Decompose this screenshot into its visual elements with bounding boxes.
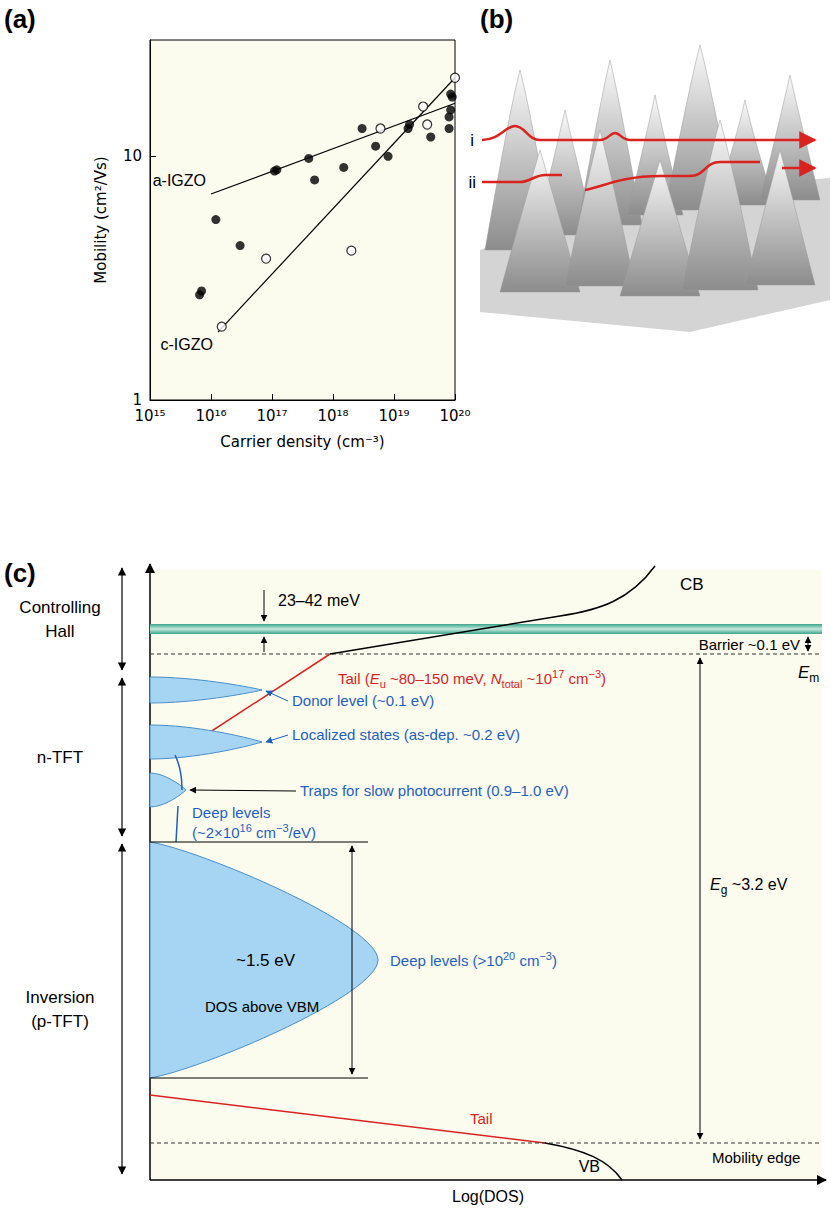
svg-text:VB: VB xyxy=(579,1158,600,1175)
svg-text:10²⁰: 10²⁰ xyxy=(439,407,470,425)
svg-text:10¹⁸: 10¹⁸ xyxy=(317,407,348,425)
svg-text:Localized states (as-dep. ~0.2: Localized states (as-dep. ~0.2 eV) xyxy=(292,726,520,743)
svg-text:Mobility (cm²/Vs): Mobility (cm²/Vs) xyxy=(92,156,110,283)
svg-text:n-TFT: n-TFT xyxy=(37,748,83,767)
svg-text:10: 10 xyxy=(123,147,142,165)
svg-text:Mobility edge: Mobility edge xyxy=(712,1149,800,1166)
svg-text:(c): (c) xyxy=(4,558,36,588)
svg-text:10¹⁵: 10¹⁵ xyxy=(134,407,165,425)
svg-text:Controlling: Controlling xyxy=(19,598,100,617)
svg-text:~1.5 eV: ~1.5 eV xyxy=(236,951,296,970)
svg-text:(~2×1016 cm−3/eV): (~2×1016 cm−3/eV) xyxy=(192,822,316,841)
svg-text:10¹⁹: 10¹⁹ xyxy=(378,407,409,425)
svg-text:Donor level (~0.1 eV): Donor level (~0.1 eV) xyxy=(292,692,434,709)
svg-text:CB: CB xyxy=(680,575,704,594)
svg-text:Inversion: Inversion xyxy=(26,988,95,1007)
svg-text:1: 1 xyxy=(132,391,142,409)
svg-text:c-IGZO: c-IGZO xyxy=(161,336,213,353)
svg-text:Hall: Hall xyxy=(45,622,74,641)
svg-text:DOS above VBM: DOS above VBM xyxy=(205,998,319,1015)
svg-text:Carrier density (cm⁻³): Carrier density (cm⁻³) xyxy=(220,433,384,451)
svg-text:Tail: Tail xyxy=(470,1110,493,1127)
svg-text:Log(DOS): Log(DOS) xyxy=(452,1188,524,1205)
svg-text:ii: ii xyxy=(468,173,476,192)
svg-text:Eg ~3.2 eV: Eg ~3.2 eV xyxy=(710,876,788,897)
svg-text:10¹⁷: 10¹⁷ xyxy=(256,407,287,425)
svg-text:a-IGZO: a-IGZO xyxy=(153,172,206,189)
svg-text:Em: Em xyxy=(798,663,819,685)
svg-text:Deep levels: Deep levels xyxy=(192,804,270,821)
svg-text:Traps for slow photocurrent (0: Traps for slow photocurrent (0.9–1.0 eV) xyxy=(300,782,569,799)
svg-text:i: i xyxy=(470,131,474,150)
svg-text:23–42 meV: 23–42 meV xyxy=(278,592,360,609)
svg-text:Barrier ~0.1 eV: Barrier ~0.1 eV xyxy=(699,636,800,653)
svg-text:Deep levels (>1020 cm−3): Deep levels (>1020 cm−3) xyxy=(390,950,557,969)
svg-text:Tail (Eu ~80–150 meV, Ntotal ~: Tail (Eu ~80–150 meV, Ntotal ~1017 cm−3) xyxy=(338,668,606,690)
svg-text:(a): (a) xyxy=(4,4,36,34)
svg-text:10¹⁶: 10¹⁶ xyxy=(195,407,226,425)
svg-text:(b): (b) xyxy=(480,4,513,34)
svg-text:(p-TFT): (p-TFT) xyxy=(31,1012,89,1031)
